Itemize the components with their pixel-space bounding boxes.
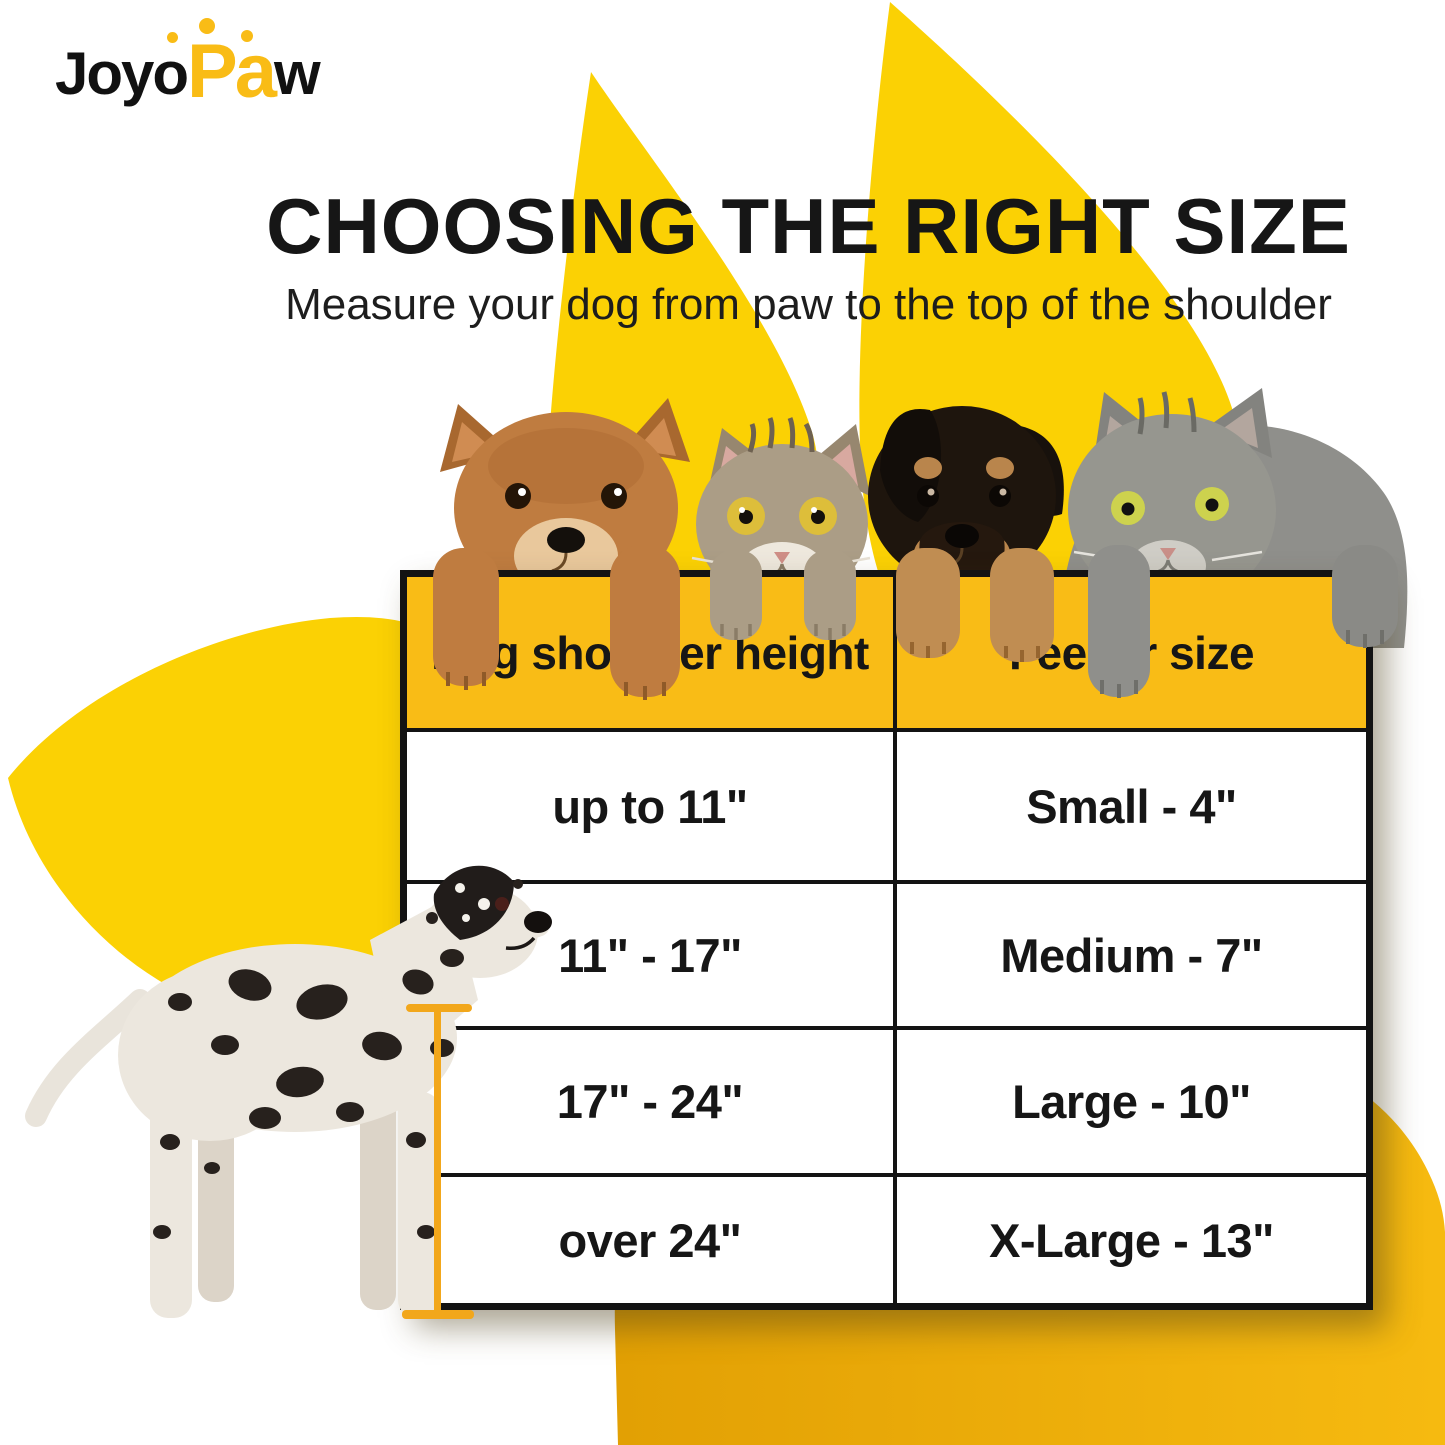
- logo-text-joyo: Joyo: [55, 40, 189, 107]
- paw-dots-icon: [167, 16, 287, 50]
- page-subtitle: Measure your dog from paw to the top of …: [285, 279, 1332, 329]
- size-chart-table: Dog shoulder height Feeder size up to 11…: [400, 570, 1373, 1310]
- logo-text-pa: Pa: [187, 29, 277, 114]
- column-header-feeder-size: Feeder size: [893, 577, 1366, 728]
- brand-logo: Joyo Pa w: [55, 18, 321, 110]
- row4-shoulder-height: over 24": [407, 1173, 893, 1303]
- heading-block: CHOOSING THE RIGHT SIZE Measure your dog…: [86, 182, 1445, 330]
- row1-feeder-size: Small - 4": [893, 728, 1366, 880]
- page-title: CHOOSING THE RIGHT SIZE: [266, 182, 1351, 270]
- logo-text-w: w: [274, 40, 321, 107]
- column-header-shoulder-height: Dog shoulder height: [407, 577, 893, 728]
- row4-feeder-size: X-Large - 13": [893, 1173, 1366, 1303]
- row2-feeder-size: Medium - 7": [893, 880, 1366, 1026]
- paw-toe-left-shape: [546, 72, 821, 648]
- paw-pad-left-shape: [8, 616, 430, 1048]
- row2-shoulder-height: 11" - 17": [407, 880, 893, 1026]
- row3-shoulder-height: 17" - 24": [407, 1026, 893, 1173]
- row3-feeder-size: Large - 10": [893, 1026, 1366, 1173]
- row1-shoulder-height: up to 11": [407, 728, 893, 880]
